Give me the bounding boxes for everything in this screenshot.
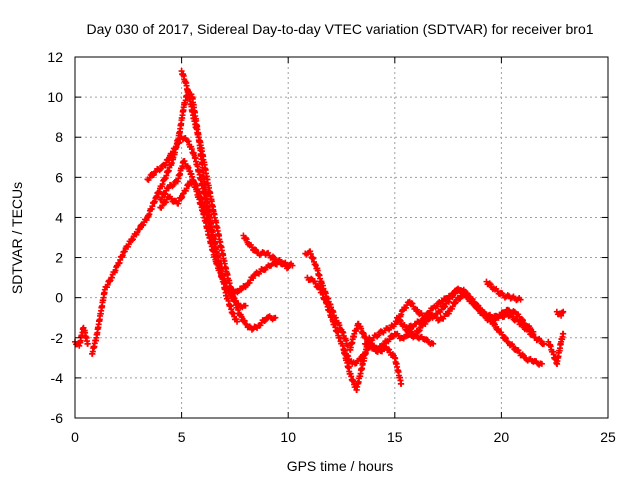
y-tick-label: 2 xyxy=(55,250,63,266)
y-tick-label: 0 xyxy=(55,290,63,306)
series-arc-m xyxy=(545,330,567,367)
scatter-points-arc-n xyxy=(553,308,567,319)
series-arc-l xyxy=(483,278,524,304)
x-tick-label: 15 xyxy=(387,429,403,445)
y-tick-label: 12 xyxy=(47,49,63,65)
series-arc-c xyxy=(157,178,213,229)
data-points xyxy=(72,68,567,393)
scatter-points-arc-d xyxy=(240,232,296,270)
y-tick-label: -6 xyxy=(51,410,64,426)
chart-title: Day 030 of 2017, Sidereal Day-to-day VTE… xyxy=(86,21,593,37)
series-arc-n xyxy=(553,308,567,319)
y-tick-label: 6 xyxy=(55,169,63,185)
series-arc-k xyxy=(402,285,537,335)
x-tick-label: 20 xyxy=(494,429,510,445)
scatter-points-arc-c xyxy=(157,178,213,229)
axis-ticks: 0 5 10 15 20 25 -6 -4 -2 0 2 4 6 8 10 12 xyxy=(47,49,616,445)
y-tick-label: 8 xyxy=(55,129,63,145)
x-tick-label: 0 xyxy=(71,429,79,445)
y-axis-label: SDTVAR / TECUs xyxy=(9,182,25,294)
x-axis-label: GPS time / hours xyxy=(287,458,394,474)
scatter-points-arc-m xyxy=(545,330,567,367)
y-tick-label: -2 xyxy=(51,330,64,346)
scatter-points-arc-k xyxy=(402,285,537,335)
x-tick-label: 10 xyxy=(280,429,296,445)
scatter-points-arc-l xyxy=(483,278,524,304)
plot-frame xyxy=(74,56,609,419)
y-tick-label: 4 xyxy=(55,209,63,225)
x-tick-label: 5 xyxy=(178,429,186,445)
y-tick-label: -4 xyxy=(51,370,64,386)
y-tick-label: 10 xyxy=(47,89,63,105)
series-arc-d xyxy=(240,232,296,270)
x-tick-label: 25 xyxy=(600,429,616,445)
